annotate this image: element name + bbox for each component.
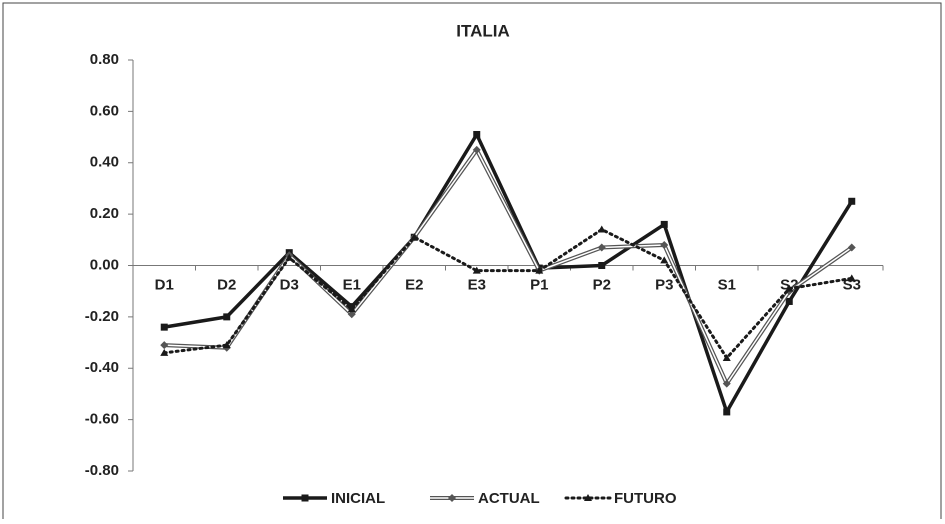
marker [660, 256, 669, 264]
x-tick-label: D2 [217, 276, 236, 293]
marker [473, 130, 481, 138]
x-tick-label: P2 [593, 276, 611, 293]
marker [472, 266, 481, 274]
marker [847, 243, 856, 252]
marker [785, 284, 794, 292]
marker [598, 262, 606, 269]
marker [660, 220, 668, 228]
marker [285, 253, 294, 261]
y-tick-label: 0.00 [90, 256, 119, 273]
chart-title: ITALIA [456, 21, 510, 40]
x-tick-label: D3 [280, 276, 299, 293]
marker [848, 197, 856, 205]
legend-label: ACTUAL [478, 490, 540, 507]
y-tick-label: 0.60 [90, 102, 119, 119]
legend-label: FUTURO [614, 490, 677, 507]
marker [347, 305, 356, 313]
marker [723, 408, 731, 416]
y-tick-label: -0.80 [85, 462, 119, 479]
y-tick-label: 0.40 [90, 154, 119, 171]
x-tick-label: E2 [405, 276, 423, 293]
series-line [162, 228, 854, 360]
marker [222, 341, 231, 349]
marker [472, 145, 481, 154]
x-tick-label: S1 [718, 276, 736, 293]
y-tick-label: -0.60 [85, 411, 119, 428]
marker [847, 274, 856, 282]
marker [410, 233, 419, 241]
y-tick-label: 0.80 [90, 51, 119, 68]
marker [347, 310, 356, 319]
marker [160, 323, 168, 331]
x-tick-label: S3 [843, 276, 861, 293]
y-tick-label: -0.20 [85, 308, 119, 325]
marker [535, 266, 544, 274]
y-tick-label: -0.40 [85, 359, 119, 376]
marker [722, 353, 731, 361]
legend-marker [584, 494, 592, 501]
marker [597, 225, 606, 233]
series-line-inner [164, 149, 853, 385]
marker [160, 341, 169, 350]
x-tick-label: E1 [343, 276, 361, 293]
marker [722, 379, 731, 388]
x-tick-label: P3 [655, 276, 673, 293]
marker [223, 313, 231, 321]
marker [160, 348, 169, 356]
marker [785, 297, 793, 305]
x-tick-label: P1 [530, 276, 548, 293]
series-line [163, 132, 854, 414]
marker [597, 243, 606, 252]
legend-marker [448, 494, 456, 502]
marker [660, 240, 669, 249]
legend-marker [301, 494, 309, 502]
x-tick-label: D1 [155, 276, 174, 293]
y-tick-label: 0.20 [90, 205, 119, 222]
legend-label: INICIAL [331, 490, 385, 507]
x-tick-label: E3 [468, 276, 486, 293]
